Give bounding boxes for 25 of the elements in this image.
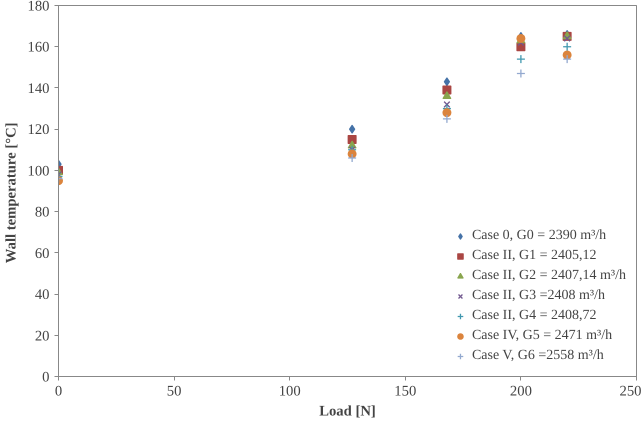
x-tick-label: 50	[166, 384, 182, 400]
x-tick-label: 100	[278, 384, 301, 400]
legend-label: Case II, G2 = 2407,14 m³/h	[472, 268, 626, 284]
y-tick-label: 120	[28, 122, 50, 138]
y-tick-label: 20	[34, 328, 50, 344]
y-tick-label: 160	[28, 40, 50, 56]
x-tick-label: 250	[620, 384, 641, 400]
legend-label: Case V, G6 =2558 m³/h	[472, 348, 604, 364]
legend-label: Case 0, G0 = 2390 m³/h	[472, 228, 606, 244]
y-tick-label: 60	[34, 246, 50, 262]
y-tick-label: 40	[34, 287, 50, 304]
x-tick-label: 200	[510, 384, 532, 400]
legend-label: Case II, G4 = 2408,72	[472, 308, 597, 324]
y-tick-label: 180	[28, 0, 50, 14]
y-tick-label: 0	[42, 370, 50, 386]
y-tick-label: 100	[28, 163, 50, 180]
x-axis-title: Load [N]	[319, 404, 376, 420]
legend-label: Case IV, G5 = 2471 m³/h	[472, 328, 612, 344]
x-tick-label: 0	[54, 384, 62, 400]
legend-label: Case II, G1 = 2405,12	[472, 248, 597, 264]
y-tick-label: 80	[34, 204, 50, 221]
y-tick-label: 140	[28, 80, 50, 97]
legend-label: Case II, G3 =2408 m³/h	[472, 288, 605, 304]
x-tick-label: 150	[394, 384, 416, 400]
y-axis-title: Wall temperature [°C]	[4, 122, 20, 264]
